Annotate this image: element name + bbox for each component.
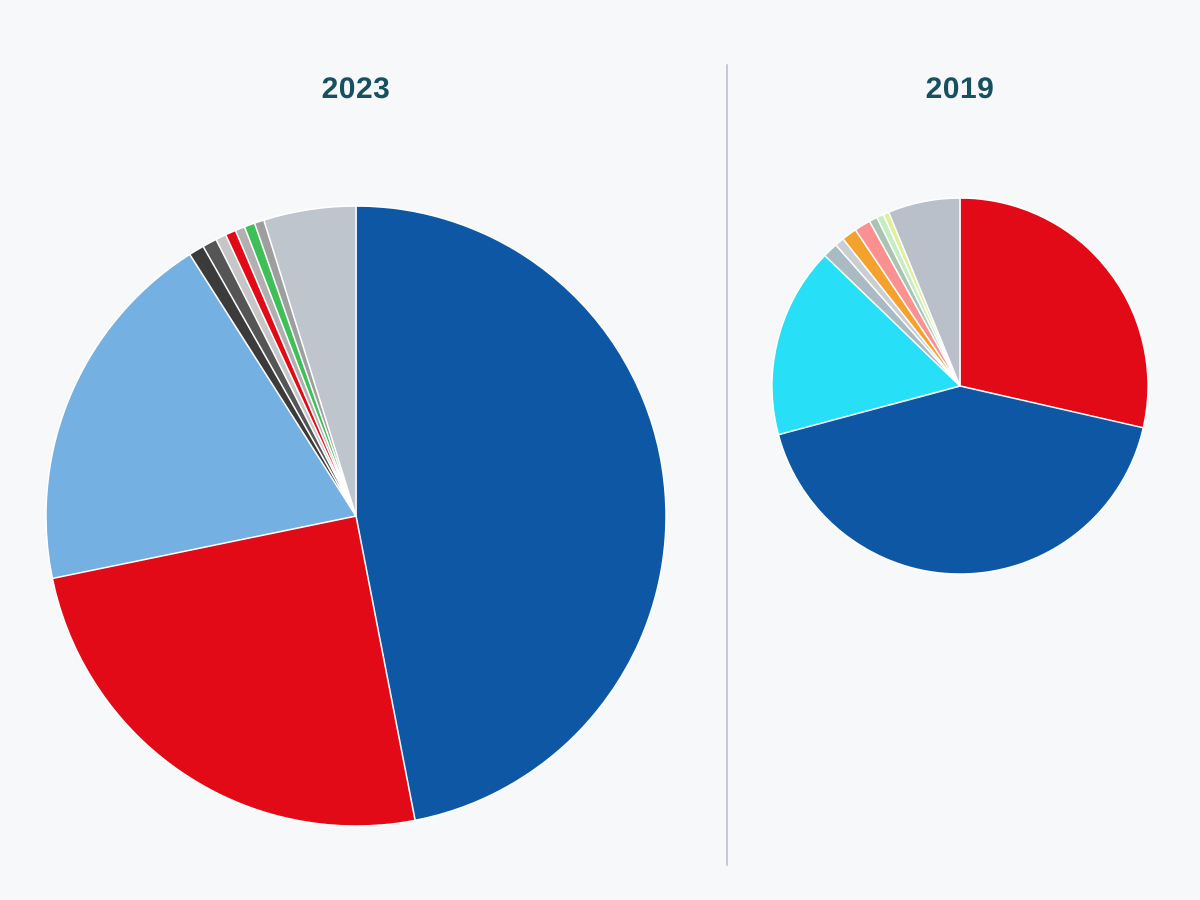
- pie-chart-2023: [45, 205, 667, 827]
- chart-2023-panel: 2023: [40, 0, 672, 900]
- panel-divider: [726, 64, 728, 866]
- pie-chart-2019: [771, 197, 1149, 575]
- pie-slice-2019-dark-blue[interactable]: [777, 385, 1145, 575]
- pie-slice-2019-cyan[interactable]: [771, 254, 961, 436]
- pie-slice-2023-light-blue[interactable]: [45, 253, 357, 580]
- pie-slice-2023-red[interactable]: [51, 515, 416, 827]
- pie-slice-2019-silver[interactable]: [887, 197, 961, 387]
- chart-2023-title: 2023: [321, 72, 391, 105]
- pie-slice-2023-dark-blue[interactable]: [355, 205, 667, 822]
- chart-2019-title: 2019: [925, 72, 995, 105]
- pie-slice-2019-red[interactable]: [959, 197, 1149, 429]
- chart-2019-panel: 2019: [728, 0, 1192, 900]
- pie-slice-2023-silver[interactable]: [263, 205, 357, 517]
